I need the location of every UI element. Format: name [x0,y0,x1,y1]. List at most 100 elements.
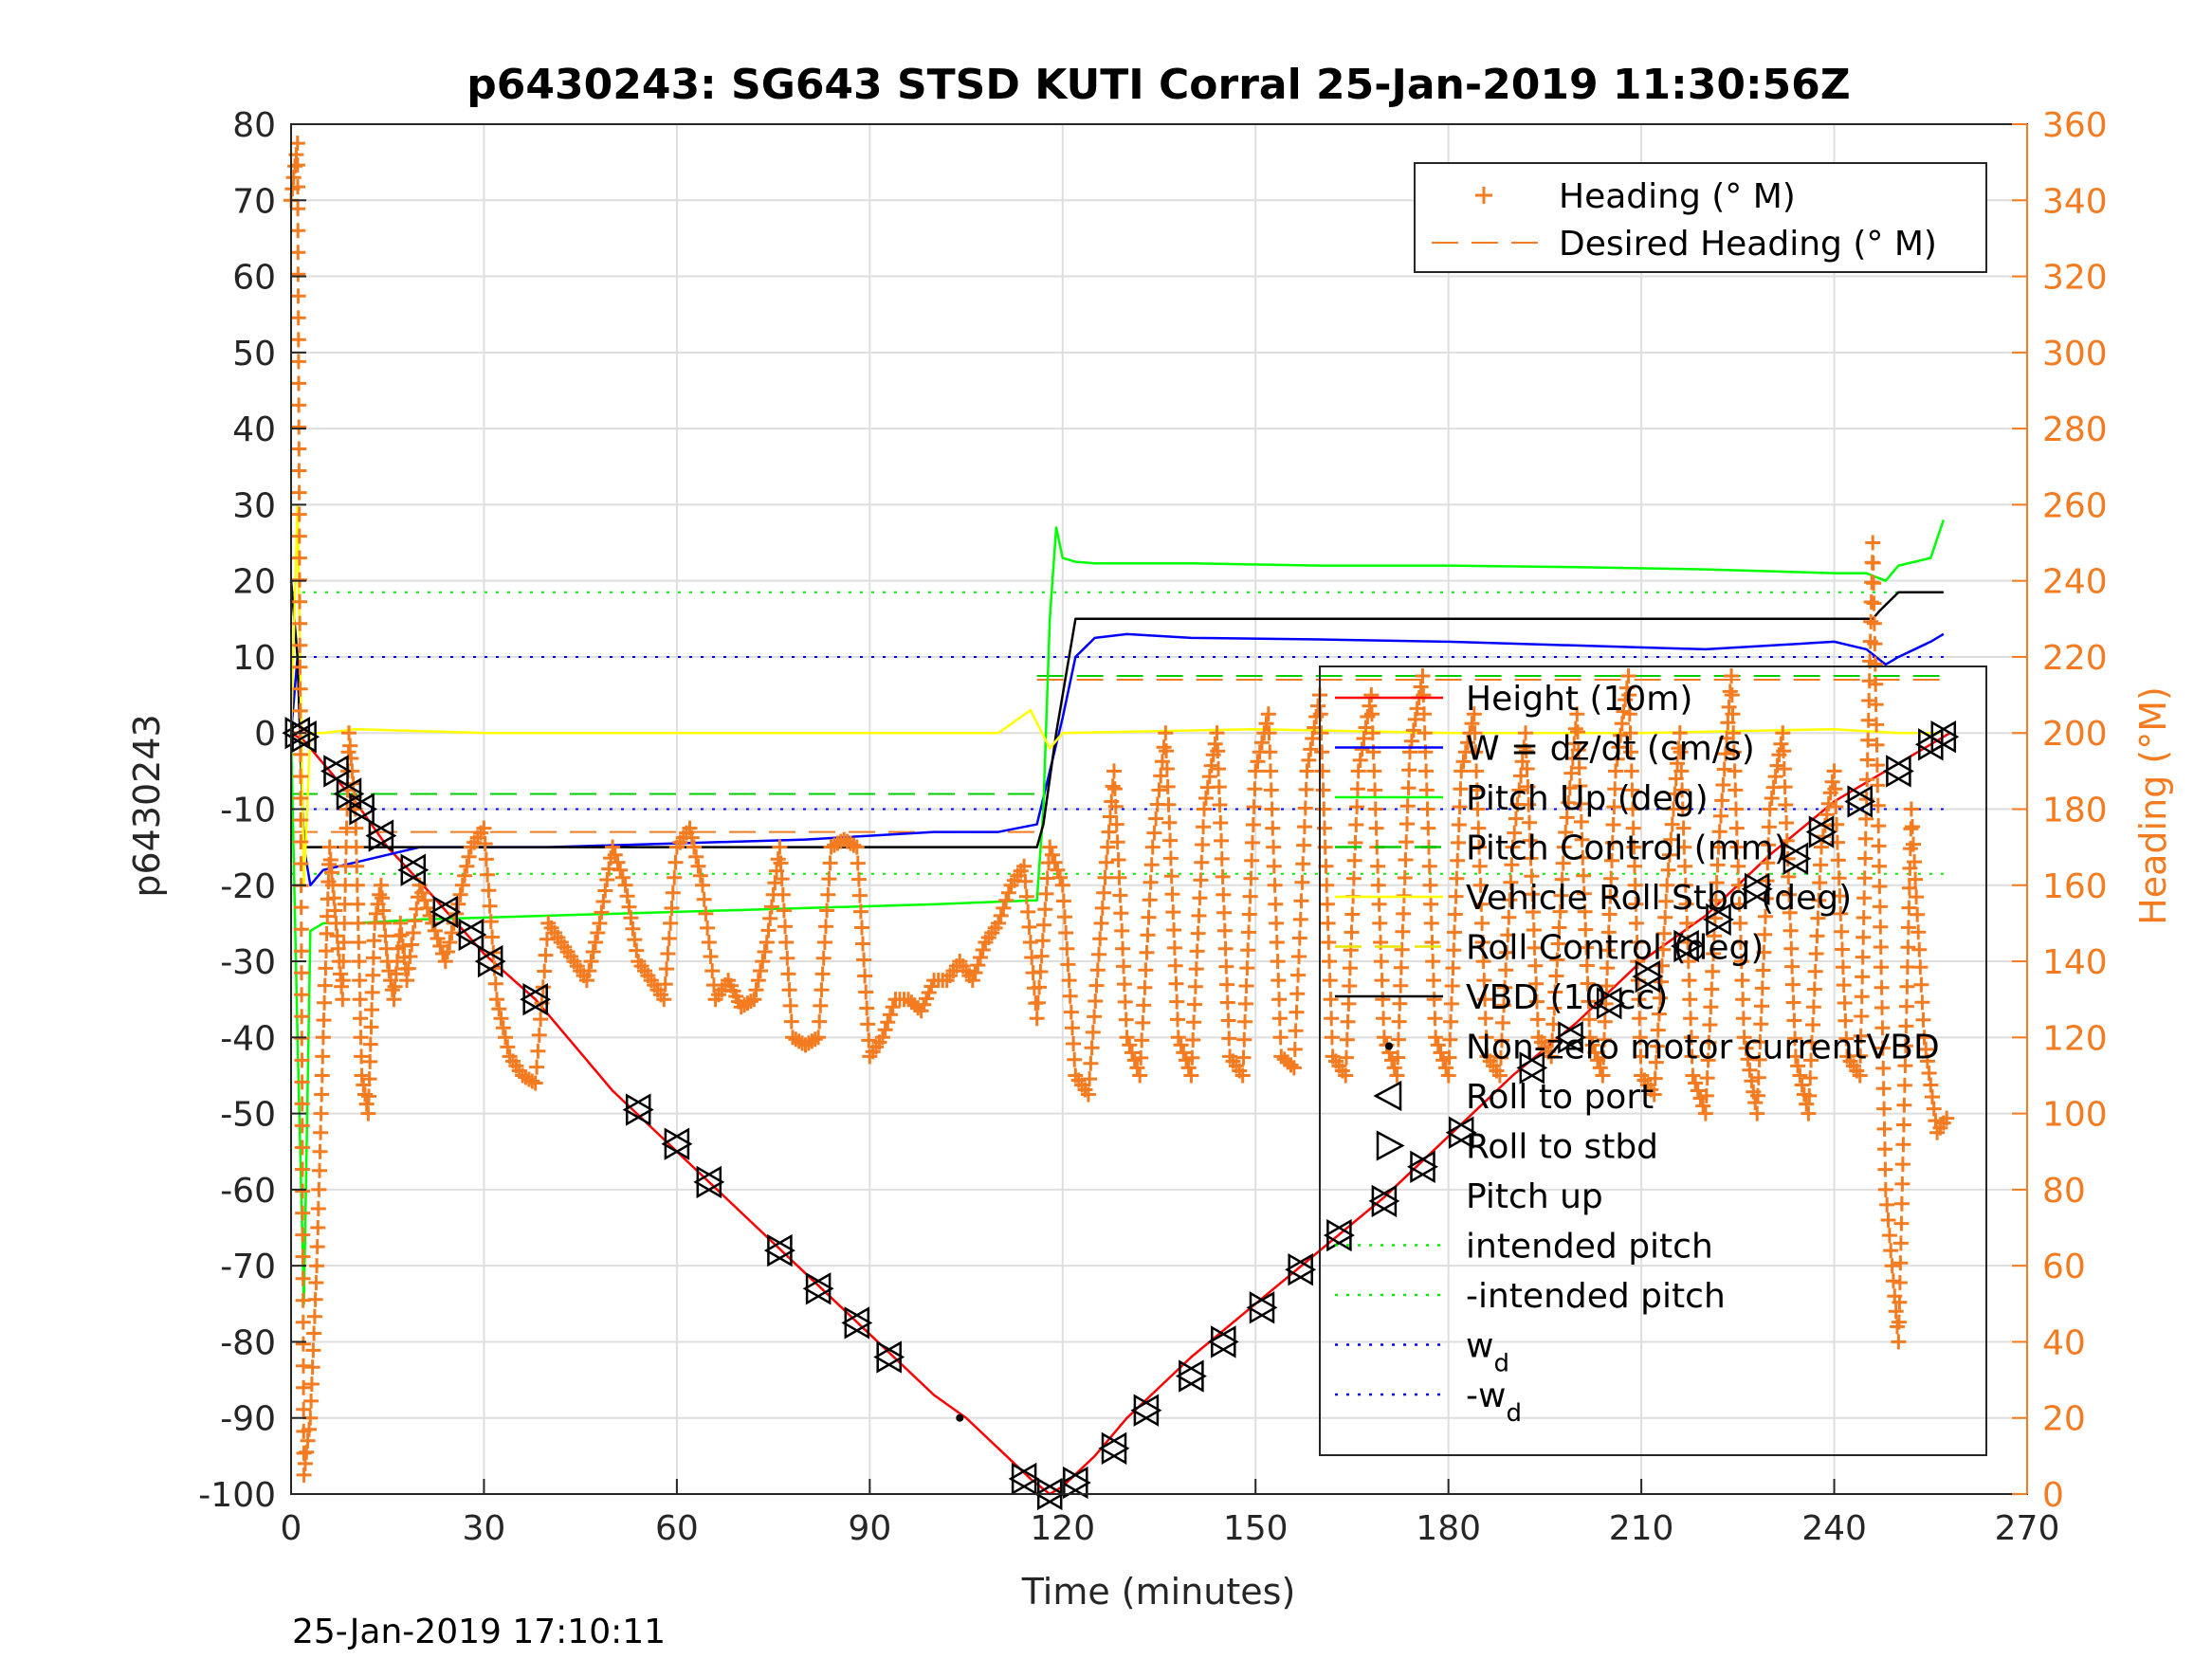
heading-point-855 [1476,973,1492,989]
heading-point-723 [1339,1049,1354,1066]
heading-point-951 [1596,1049,1612,1066]
heading-point-1003 [1649,1038,1665,1054]
heading-point-255 [537,963,553,979]
x-tick-label-0: 0 [281,1509,302,1548]
heading-point-1136 [1784,976,1801,993]
heading-point-547 [1135,1014,1151,1030]
heading-point-200 [419,900,435,916]
heading-point-365 [779,950,795,966]
heading-point-1127 [1779,815,1795,830]
heading-point-1100 [1750,1069,1766,1085]
heading-point-793 [1413,679,1429,695]
heading-point-981 [1624,782,1640,798]
heading-point-1103 [1753,1016,1769,1032]
heading-point-829 [1449,870,1465,886]
heading-point-539 [1119,1030,1135,1046]
heading-point-680 [1289,986,1306,1002]
heading-point-1241 [1875,1060,1892,1076]
heading-point-91 [315,1048,331,1065]
heading-point-48 [294,1074,310,1090]
heading-point-494 [1062,988,1078,1004]
heading-point-1072 [1724,668,1740,684]
heading-point-273 [585,944,601,959]
heading-point-233 [487,975,503,992]
heading-point-140 [350,896,366,912]
heading-point-24 [291,550,307,566]
heading-point-290 [621,899,637,915]
heading-point-47 [294,1052,310,1068]
heading-point-1122 [1775,725,1791,741]
heading-point-704 [1315,782,1331,798]
heading-point-1010 [1656,925,1673,941]
heading-point-891 [1523,850,1539,866]
heading-point-190 [400,960,416,976]
heading-point-789 [1405,722,1421,738]
heading-point-55 [295,1227,311,1243]
heading-point-1015 [1661,847,1677,863]
heading-point-795 [1416,687,1432,703]
heading-point-969 [1611,739,1627,756]
y-tick-label-10: 0 [254,715,276,754]
heading-point-845 [1469,782,1485,798]
heading-point-578 [1167,957,1183,974]
heading-point-1191 [1854,1009,1870,1024]
heading-point-6 [289,157,305,173]
heading-point-50 [294,1118,310,1134]
y-axis-label: p6430243 [126,714,168,897]
heading-point-1218 [1866,595,1882,611]
heading-point-615 [1214,832,1230,848]
heading-point-880 [1511,782,1527,798]
heading-point-252 [533,1012,549,1028]
heading-point-306 [660,946,676,961]
heading-point-940 [1579,939,1595,956]
heading-point-964 [1605,817,1621,832]
heading-point-927 [1569,706,1585,722]
heading-point-461 [1016,858,1033,874]
heading-point-869 [1498,962,1514,978]
heading-point-248 [527,1075,543,1091]
heading-point-1119 [1769,757,1785,774]
heading-point-96 [318,960,334,976]
heading-point-613 [1212,797,1228,812]
heading-point-1054 [1705,963,1721,979]
legend-label-8: Roll to port [1466,1078,1654,1117]
heading-point-937 [1576,885,1592,902]
heading-point-1140 [1787,1048,1803,1065]
heading-point-541 [1124,1045,1140,1061]
heading-point-146 [353,1011,369,1027]
heading-point-1204 [1859,752,1875,768]
heading-point-129 [341,725,356,741]
heading-point-309 [664,900,680,916]
heading-point-722 [1338,1067,1354,1084]
heading-point-568 [1160,778,1176,794]
heading-point-1224 [1869,717,1885,733]
heading-point-388 [821,871,837,887]
heading-point-818 [1440,1067,1456,1084]
heading-point-291 [623,910,639,926]
heading-point-698 [1310,698,1326,714]
heading-point-609 [1209,725,1225,741]
heading-point-938 [1577,903,1593,920]
heading-point-649 [1250,754,1266,770]
heading-point-955 [1599,978,1615,994]
heading-point-353 [763,899,779,915]
legend-label-4: Vehicle Roll Stbd (deg) [1466,879,1852,918]
heading-point-660 [1265,820,1281,836]
legend-label-2: Pitch Up (deg) [1466,779,1709,818]
heading-point-327 [701,935,717,950]
heading-point-1242 [1875,1081,1892,1097]
heading-point-37 [293,834,309,849]
heading-point-189 [399,973,415,989]
heading-point-443 [964,973,980,989]
heading-point-167 [372,886,388,902]
heading-point-278 [595,894,612,909]
heading-point-45 [294,1009,310,1025]
heading-point-168 [373,877,389,893]
heading-point-511 [1089,962,1106,978]
heading-point-850 [1472,877,1489,893]
y-right-tick-label-15: 300 [2042,335,2108,374]
heading-point-82 [310,1220,326,1235]
heading-point-1004 [1650,1022,1666,1038]
heading-point-105 [323,865,339,881]
heading-point-962 [1604,852,1619,868]
